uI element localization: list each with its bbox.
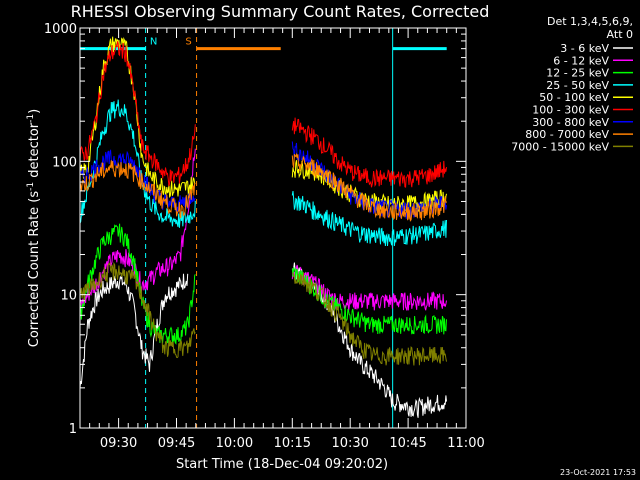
- series-line-100-300-kev-a: [79, 41, 196, 187]
- legend-label-50-100-kev: 50 - 100 keV: [539, 91, 609, 104]
- y-axis-label-part2: detector: [27, 122, 42, 182]
- y-axis-label-part1: Corrected Count Rate (s: [27, 191, 42, 348]
- legend-header-line1: Det 1,3,4,5,6,9,: [547, 15, 633, 28]
- x-tick-label: 10:30: [331, 436, 368, 451]
- series-line-7000-15000-kev-a: [79, 261, 196, 359]
- series-line-6-12-kev-b: [291, 264, 447, 311]
- legend-label-25-50-kev: 25 - 50 keV: [546, 79, 609, 92]
- x-tick-label: 09:45: [158, 436, 195, 451]
- y-axis-label-sup2: -1: [26, 114, 36, 123]
- legend-label-3-6-kev: 3 - 6 keV: [560, 42, 609, 55]
- y-tick-label: 1000: [44, 22, 77, 37]
- x-tick-label: 09:30: [100, 436, 137, 451]
- annotation-2: [392, 28, 447, 428]
- series-line-50-100-kev-a: [79, 36, 196, 198]
- annotation-label-1: S: [185, 37, 191, 48]
- y-axis-label: Corrected Count Rate (s-1 detector-1): [26, 109, 42, 347]
- x-axis-label: Start Time (18-Dec-04 09:20:02): [176, 457, 388, 472]
- series-line-7000-15000-kev-b: [291, 272, 447, 366]
- y-tick-label: 10: [60, 289, 77, 304]
- x-tick-label: 10:45: [389, 436, 426, 451]
- x-tick-label: 10:00: [216, 436, 253, 451]
- x-tick-label: 10:15: [274, 436, 311, 451]
- series-line-3-6-kev-b: [291, 262, 447, 418]
- legend-label-800-7000-kev: 800 - 7000 keV: [525, 128, 609, 141]
- series-line-800-7000-kev-b: [291, 152, 447, 222]
- legend-label-7000-15000-kev: 7000 - 15000 keV: [511, 140, 609, 153]
- y-tick-label: 100: [52, 155, 77, 170]
- legend-header-line2: Att 0: [607, 28, 633, 41]
- series-line-3-6-kev-a: [79, 273, 189, 389]
- y-axis-label-sup1: -1: [26, 182, 36, 191]
- y-tick-label: 1: [69, 422, 77, 437]
- annotation-1: S: [185, 28, 281, 428]
- legend-label-12-25-kev: 12 - 25 keV: [546, 67, 609, 80]
- legend-label-300-800-kev: 300 - 800 keV: [532, 116, 609, 129]
- annotation-label-0: N: [150, 37, 157, 48]
- series-line-25-50-kev-a: [79, 99, 196, 228]
- chart-title: RHESSI Observing Summary Count Rates, Co…: [71, 2, 490, 21]
- legend-label-100-300-kev: 100 - 300 keV: [532, 104, 609, 117]
- series-line-12-25-kev-b: [291, 267, 447, 335]
- y-axis-label-part3: ): [27, 109, 42, 114]
- x-tick-label: 11:00: [447, 436, 484, 451]
- series-line-25-50-kev-b: [291, 191, 447, 247]
- axis-ticks: 1 10 100 1000 09:30 09:45 10:00 10:15 10:30 10:45…: [44, 22, 485, 451]
- series-line-100-300-kev-b: [291, 117, 447, 188]
- series-line-12-25-kev-a: [79, 223, 196, 345]
- series-line-800-7000-kev-a: [79, 160, 196, 219]
- footer-date: 23-Oct-2021 17:53: [560, 468, 636, 477]
- legend-label-6-12-kev: 6 - 12 keV: [553, 54, 609, 67]
